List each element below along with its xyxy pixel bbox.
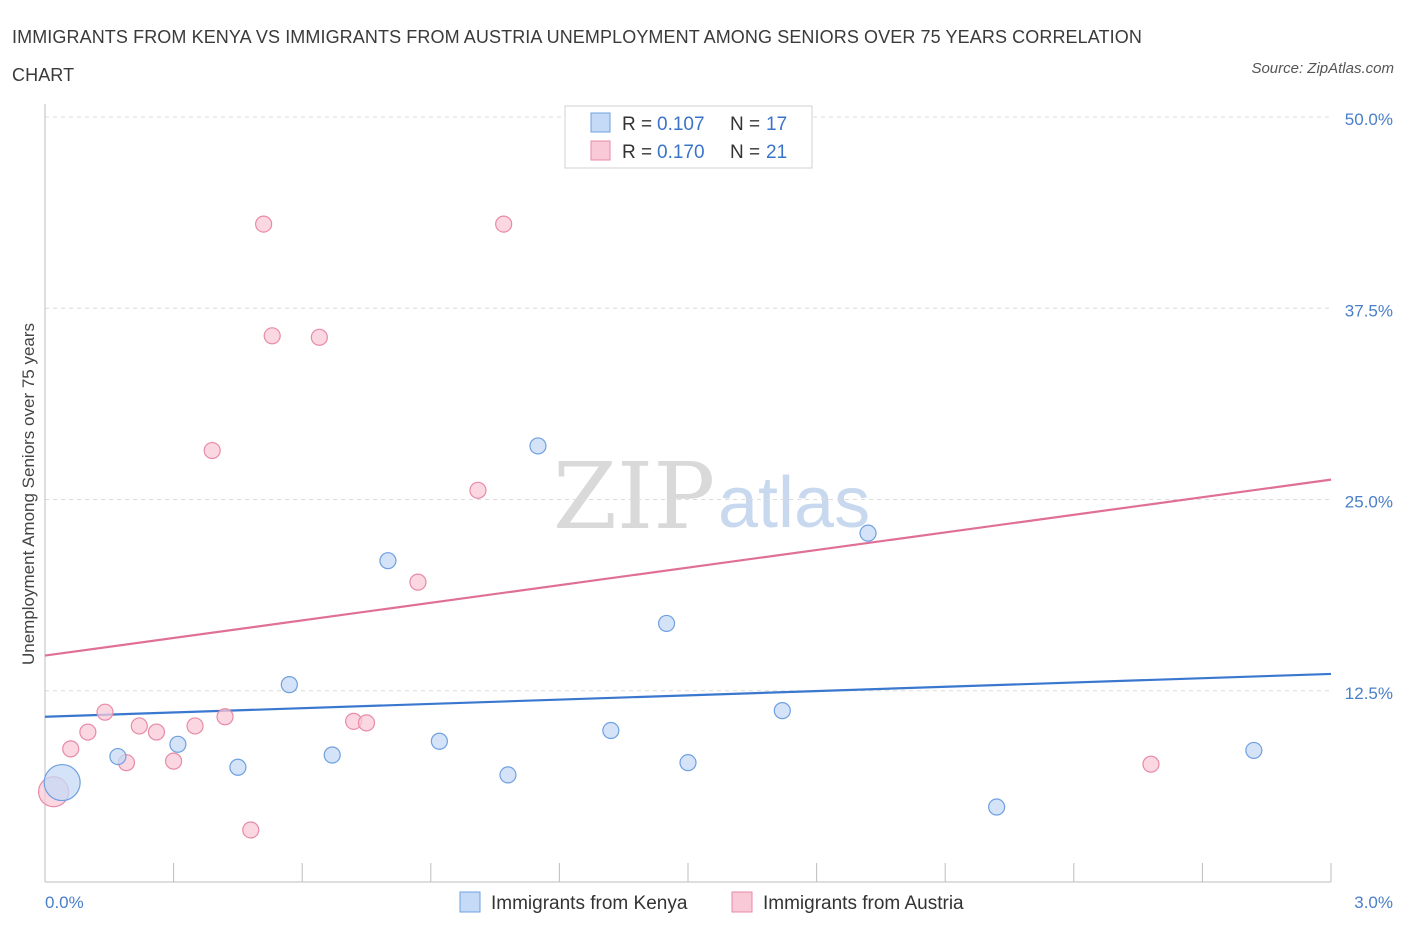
bottom-legend-austria-label: Immigrants from Austria xyxy=(763,893,964,914)
legend-kenya-r-value: 0.107 xyxy=(657,114,705,135)
data-point-kenya xyxy=(773,702,791,720)
data-point-austria xyxy=(409,573,427,591)
trend-lines xyxy=(44,478,1332,718)
bottom-legend-kenya-label: Immigrants from Kenya xyxy=(491,893,688,914)
data-point-austria xyxy=(255,215,273,233)
axes xyxy=(44,104,1332,883)
legend-austria-n-label: N = xyxy=(730,142,760,163)
data-point-kenya xyxy=(169,735,187,753)
x-tick-label: 0.0% xyxy=(45,893,84,912)
data-point-austria xyxy=(263,327,281,345)
legend-kenya-swatch xyxy=(590,112,611,133)
data-point-austria xyxy=(130,717,148,735)
data-point-austria xyxy=(203,441,221,460)
data-point-kenya xyxy=(430,732,448,750)
y-tick-label: 50.0% xyxy=(1345,110,1393,129)
legend-kenya-n-label: N = xyxy=(730,114,760,135)
data-point-kenya xyxy=(43,763,81,802)
data-point-austria xyxy=(495,215,513,233)
correlation-legend: R = 0.107 N = 17 R = 0.170 N = 21 xyxy=(564,105,813,169)
data-point-kenya xyxy=(529,437,547,455)
data-point-kenya xyxy=(1245,741,1263,760)
data-point-kenya xyxy=(379,552,397,570)
y-tick-label: 37.5% xyxy=(1345,301,1393,320)
watermark-atlas: atlas xyxy=(718,463,870,543)
data-point-austria xyxy=(79,723,97,741)
legend-kenya-n-value: 17 xyxy=(766,114,787,135)
series-legend: Immigrants from Kenya Immigrants from Au… xyxy=(459,891,964,914)
gridlines xyxy=(45,116,1331,692)
data-point-kenya xyxy=(679,754,697,772)
data-point-kenya xyxy=(988,798,1006,816)
y-axis-label: Unemployment Among Seniors over 75 years xyxy=(19,323,38,665)
data-point-austria xyxy=(165,752,183,770)
data-point-kenya xyxy=(499,766,517,784)
data-points xyxy=(37,215,1263,839)
legend-austria-r-label: R = xyxy=(622,142,652,163)
data-point-kenya xyxy=(280,676,298,694)
data-point-austria xyxy=(96,703,114,721)
data-point-kenya xyxy=(229,758,247,776)
watermark-zip: ZIP xyxy=(553,443,715,550)
chart-title: IMMIGRANTS FROM KENYA VS IMMIGRANTS FROM… xyxy=(12,27,1142,85)
data-point-austria xyxy=(62,740,80,758)
bottom-legend-kenya-swatch xyxy=(459,891,481,913)
data-point-austria xyxy=(310,328,328,346)
x-tick-label: 3.0% xyxy=(1354,893,1393,912)
legend-austria-n-value: 21 xyxy=(766,142,787,163)
data-point-austria xyxy=(242,821,260,839)
trend-line-austria xyxy=(44,478,1332,657)
tick-labels: 12.5% 25.0% 37.5% 50.0% 0.0% 3.0% xyxy=(45,110,1393,912)
legend-kenya-r-label: R = xyxy=(622,114,652,135)
data-point-austria xyxy=(147,723,166,741)
data-point-austria xyxy=(186,717,204,735)
data-point-kenya xyxy=(859,524,877,542)
y-tick-label: 12.5% xyxy=(1345,684,1393,703)
data-point-kenya xyxy=(602,721,620,740)
source-credit: Source: ZipAtlas.com xyxy=(1251,60,1394,77)
y-tick-label: 25.0% xyxy=(1345,493,1393,512)
data-point-kenya xyxy=(109,747,127,766)
legend-austria-r-value: 0.170 xyxy=(657,142,705,163)
data-point-austria xyxy=(469,481,487,499)
data-point-kenya xyxy=(657,614,676,633)
data-point-kenya xyxy=(323,746,341,764)
data-point-austria xyxy=(1142,755,1160,773)
data-point-austria xyxy=(357,714,376,732)
data-point-austria xyxy=(216,708,234,726)
bottom-legend-austria-swatch xyxy=(731,891,753,913)
legend-austria-swatch xyxy=(590,140,611,161)
trend-line-kenya xyxy=(44,672,1332,718)
